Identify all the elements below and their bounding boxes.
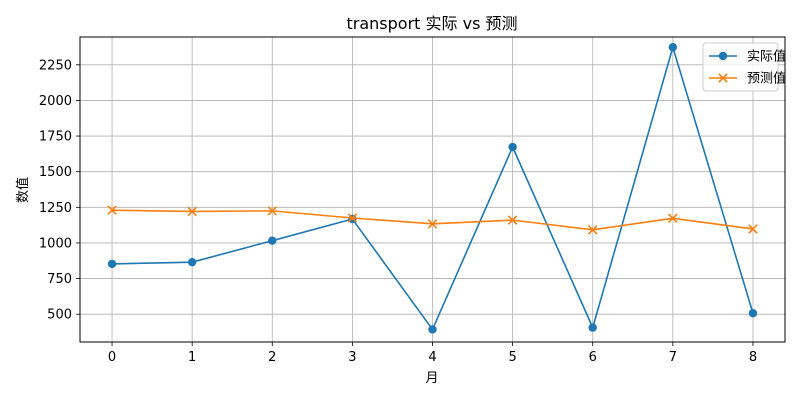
x-tick-label: 2: [268, 350, 276, 365]
legend-item-1: 实际值: [709, 49, 786, 65]
legend-label: 预测值: [747, 71, 786, 87]
y-tick-label: 750: [47, 272, 72, 287]
data-point: [748, 309, 758, 318]
series-group: [107, 43, 758, 334]
data-point: [668, 43, 678, 52]
y-tick-label: 1000: [39, 236, 72, 251]
data-point: [428, 325, 437, 334]
x-tick-label: 7: [669, 350, 677, 365]
data-point: [668, 213, 678, 224]
legend-label: 实际值: [747, 49, 786, 65]
chart-title: transport 实际 vs 预测: [347, 14, 518, 33]
y-tick-label: 1250: [39, 201, 72, 216]
series-1: [107, 43, 758, 334]
y-tick-label: 1500: [39, 165, 72, 180]
data-point: [588, 323, 597, 332]
x-tick-label: 0: [108, 350, 116, 365]
data-point: [107, 205, 117, 215]
y-axis-title: 数值: [15, 177, 31, 203]
legend-swatch-marker: [718, 73, 728, 83]
data-point: [427, 219, 438, 229]
x-tick-label: 1: [188, 350, 196, 365]
data-point: [187, 257, 197, 267]
data-point: [107, 259, 117, 269]
x-axis-title: 月: [425, 371, 438, 386]
y-tick-label: 1750: [39, 130, 72, 145]
data-point: [507, 215, 518, 225]
x-tick-label: 8: [749, 350, 757, 365]
y-tick-label: 2000: [39, 94, 72, 109]
y-axis: 500 750 1000 1250 1500 1750 2000 2250: [39, 58, 80, 323]
legend-item-2: 预测值: [709, 71, 786, 87]
data-point: [508, 142, 517, 152]
x-tick-label: 5: [508, 350, 516, 365]
y-tick-label: 2250: [39, 58, 72, 73]
y-tick-label: 500: [47, 308, 72, 323]
data-point: [268, 236, 277, 245]
data-point: [267, 206, 278, 216]
grid-lines: [80, 37, 785, 342]
x-tick-label: 6: [589, 350, 597, 365]
x-tick-label: 4: [428, 350, 436, 365]
series-2: [107, 205, 758, 235]
data-point: [587, 225, 598, 235]
legend-swatch-marker: [718, 51, 728, 61]
data-point: [748, 224, 758, 234]
data-point: [347, 213, 358, 223]
x-tick-label: 3: [348, 350, 356, 365]
x-axis: 0 1 2 3 4 5 6 7 8: [108, 342, 757, 365]
data-point: [187, 206, 197, 217]
